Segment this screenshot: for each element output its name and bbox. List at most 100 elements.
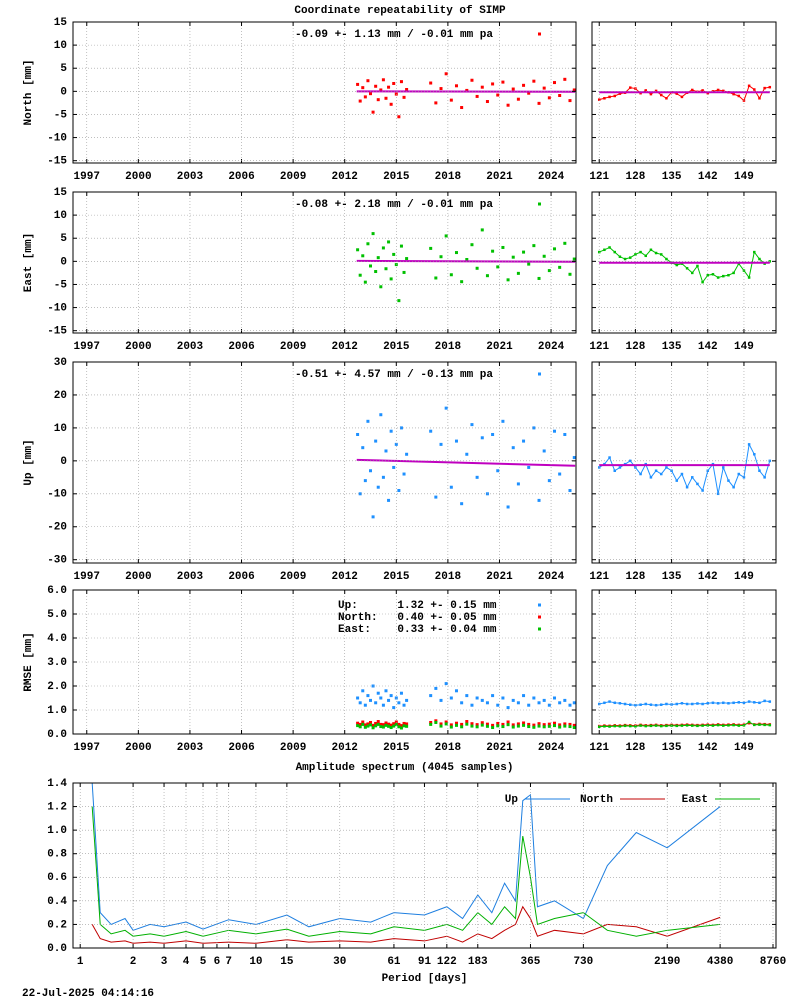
data-point	[563, 77, 567, 81]
data-point	[369, 469, 373, 473]
data-point	[634, 253, 637, 256]
data-point	[613, 94, 616, 98]
data-point	[597, 98, 601, 101]
data-point	[660, 724, 663, 728]
data-point	[758, 257, 761, 261]
data-point	[691, 476, 694, 479]
data-point	[547, 724, 551, 728]
data-point	[691, 271, 694, 275]
data-point	[618, 92, 622, 95]
data-point	[660, 703, 663, 706]
data-point	[558, 725, 562, 729]
data-point	[516, 701, 520, 705]
spectrum-line	[91, 905, 721, 944]
data-point	[563, 724, 567, 728]
x-tick-label: 2012	[332, 571, 358, 583]
data-point	[397, 489, 401, 493]
data-point	[542, 449, 546, 453]
data-point	[572, 257, 576, 261]
data-point	[434, 101, 438, 105]
x-tick-label: 142	[698, 341, 718, 353]
timestamp: 22-Jul-2025 04:14:16	[22, 988, 154, 1000]
spectrum-line	[91, 783, 721, 931]
plot-area	[597, 84, 772, 102]
data-point	[511, 87, 515, 91]
data-point	[753, 453, 756, 456]
data-point	[506, 720, 510, 724]
x-tick-label: 6	[214, 956, 221, 968]
data-point	[465, 452, 469, 456]
data-point	[613, 250, 616, 254]
plot-frame	[72, 782, 777, 949]
y-tick-label: 10	[54, 423, 67, 435]
y-tick-label: 1.2	[47, 801, 67, 813]
x-tick-label: 2009	[280, 341, 306, 353]
y-tick-label: 5	[60, 63, 67, 75]
x-tick-label: 730	[573, 956, 593, 968]
y-tick-label: -20	[47, 522, 67, 534]
plot-title: Amplitude spectrum (4045 samples)	[296, 762, 514, 774]
data-point	[649, 248, 653, 252]
data-point	[434, 720, 438, 724]
data-point	[381, 723, 385, 727]
data-point	[470, 423, 474, 427]
data-point	[358, 722, 362, 726]
data-point	[392, 722, 396, 726]
data-point	[644, 254, 648, 258]
data-point	[392, 724, 396, 728]
data-point	[399, 80, 403, 84]
data-point	[696, 724, 699, 728]
y-tick-label: -10	[47, 132, 67, 144]
data-point	[532, 426, 536, 430]
data-point	[732, 271, 735, 275]
data-point	[361, 86, 365, 90]
x-tick-label: 61	[387, 956, 401, 968]
data-point	[374, 721, 378, 725]
x-tick-label: 2009	[280, 171, 306, 183]
data-point	[405, 722, 409, 726]
data-point	[732, 723, 735, 727]
x-tick-label: 4	[183, 956, 190, 968]
data-point	[369, 723, 373, 727]
data-point	[608, 456, 611, 459]
data-point	[722, 89, 725, 93]
data-point	[366, 724, 370, 728]
x-tick-label: 4380	[707, 956, 733, 968]
data-point	[439, 722, 443, 726]
data-point	[454, 84, 458, 88]
data-point	[742, 476, 746, 479]
y-tick-label: 1.0	[47, 825, 67, 837]
data-point	[399, 691, 403, 695]
data-point	[516, 724, 520, 728]
x-tick-label: 1997	[74, 571, 100, 583]
data-point	[374, 84, 378, 88]
data-point	[691, 702, 694, 706]
data-point	[537, 498, 541, 502]
x-tick-label: 2015	[383, 571, 410, 583]
data-point	[371, 515, 375, 519]
plot-area	[597, 699, 772, 729]
data-point	[361, 722, 365, 726]
data-point	[511, 725, 515, 729]
data-point	[727, 702, 730, 705]
data-point	[439, 698, 443, 702]
series-line	[599, 700, 770, 706]
annotation: -0.09 +- 1.13 mm / -0.01 mm pa	[295, 29, 493, 41]
data-point	[381, 703, 385, 707]
x-tick-label: 2003	[177, 171, 204, 183]
data-point	[366, 722, 370, 726]
x-tick-label: 2015	[383, 742, 410, 754]
data-point	[460, 725, 464, 729]
annotation: North: 0.40 +- 0.05 mm	[338, 612, 497, 624]
data-point	[371, 232, 375, 236]
data-point	[527, 725, 531, 729]
y-axis-label: East [mm]	[23, 233, 35, 292]
data-point	[675, 263, 679, 267]
data-point	[675, 479, 679, 482]
legend-label: Up	[505, 794, 519, 806]
data-point	[532, 696, 536, 700]
data-point	[379, 722, 383, 726]
data-point	[722, 701, 725, 705]
x-tick-label: 2018	[435, 171, 462, 183]
data-point	[358, 725, 362, 729]
